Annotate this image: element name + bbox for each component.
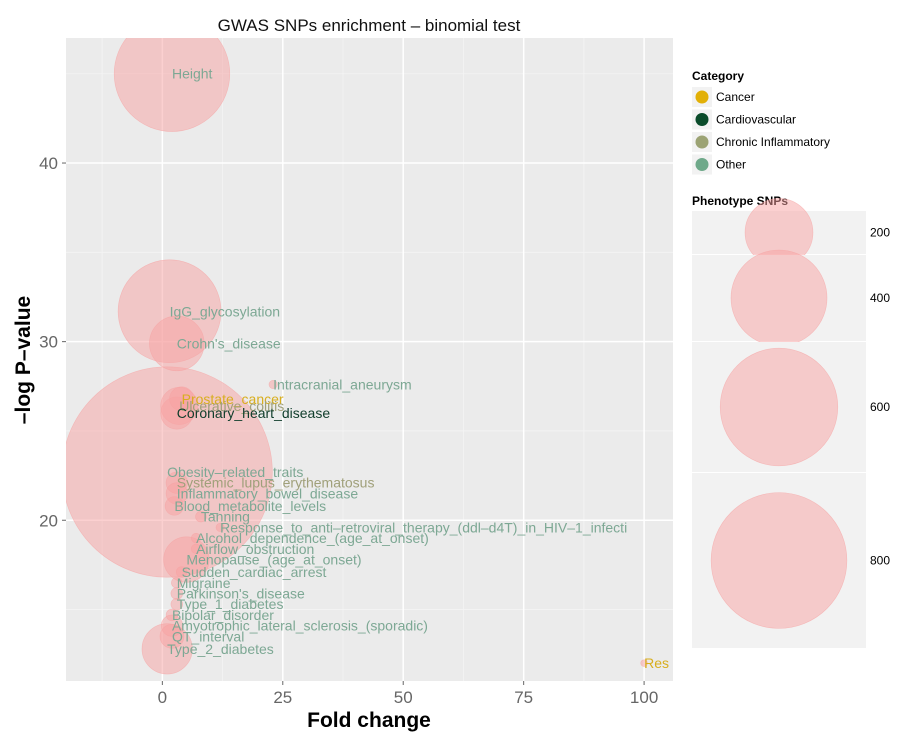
y-axis-title: –log P–value [12,296,35,424]
bubble [169,386,194,412]
bubble [165,608,179,622]
legend-label: Chronic Inflammatory [716,135,830,149]
point-label: Alcohol_dependence_(age_at_onset) [196,530,429,546]
legend-swatch [695,158,709,171]
bubble [170,598,183,611]
y-axis: 20 30 40 [39,154,66,530]
point-label: Res [644,655,669,671]
legend-label: Cardiovascular [716,113,796,127]
bubble [149,315,205,372]
point-label: Airflow_obstruction [196,541,314,557]
category-legend: Category Cancer Cardiovascular Chronic Inf… [692,69,830,175]
point-label: Height [172,66,213,82]
size-legend-label: 600 [870,400,890,414]
point-label: Prostate_cancer [182,391,284,407]
plot-area: Height IgG_glycosylation Crohn's_disease In… [66,38,673,681]
legend-swatch [695,135,709,149]
point-label: Parkinson's_disease [177,585,305,601]
point-label: Amyotrophic_lateral_sclerosis_(sporadic) [172,618,428,634]
bubbles [66,38,648,675]
point-label: Crohn's_disease [177,335,281,351]
point-label: IgG_glycosylation [170,303,281,319]
x-axis-title: Fold change [307,709,431,732]
legend-label: Cancer [716,90,755,104]
size-legend-label: 200 [870,226,890,240]
bubble [175,566,188,578]
bubble [268,380,278,389]
bubble [164,496,184,516]
y-tick-label: 20 [39,511,58,530]
size-legend-bubble [710,492,848,629]
x-tick-label: 0 [158,688,167,707]
point-label: Blood_metabolite_levels [174,498,326,514]
y-tick-label: 30 [39,333,58,352]
bubble [195,511,207,523]
point-label: Obesity–related_traits [167,464,303,480]
size-legend-bubble [730,249,828,347]
point-labels: Height IgG_glycosylation Crohn's_disease In… [167,66,669,671]
x-tick-label: 25 [273,688,292,707]
category-legend-title: Category [692,69,744,83]
x-axis: 0 25 50 75 100 [158,681,658,707]
point-label: Type_1_diabetes [177,596,284,612]
point-label: Tanning [201,509,250,525]
y-tick-label: 40 [39,154,58,173]
point-label: Sudden_cardiac_arrest [182,564,327,580]
legend-swatch [695,90,709,104]
chart-title: GWAS SNPs enrichment – binomial test [218,16,521,35]
point-label: Intracranial_aneurysm [273,377,412,393]
size-legend-bubble [719,347,839,467]
bubble [215,522,225,532]
point-label: Type_2_diabetes [167,641,274,657]
size-legend-label: 800 [870,554,890,568]
x-tick-label: 75 [514,688,533,707]
size-legend-label: 400 [870,291,890,305]
point-label: Ulcerative_colitis [179,398,284,414]
bubble [190,533,202,544]
x-tick-label: 50 [394,688,413,707]
point-label: Systemic_lupus_erythematosus [177,475,375,491]
x-tick-label: 100 [630,688,658,707]
bubble [171,577,183,589]
point-label: Coronary_heart_disease [177,405,331,421]
bubble [640,659,648,667]
point-label: Bipolar_disorder [172,607,274,623]
point-label: Response_to_anti–retroviral_therapy_(ddl… [220,519,627,535]
point-label: Migraine [177,575,231,591]
bubble [190,543,202,554]
legend-swatch [695,113,709,126]
point-label: Inflammatory_bowel_disease [177,485,359,501]
point-label: Menopause_(age_at_onset) [186,552,361,568]
point-label: QT_interval [172,628,244,644]
legend-label: Other [716,158,746,172]
bubble [113,38,231,132]
